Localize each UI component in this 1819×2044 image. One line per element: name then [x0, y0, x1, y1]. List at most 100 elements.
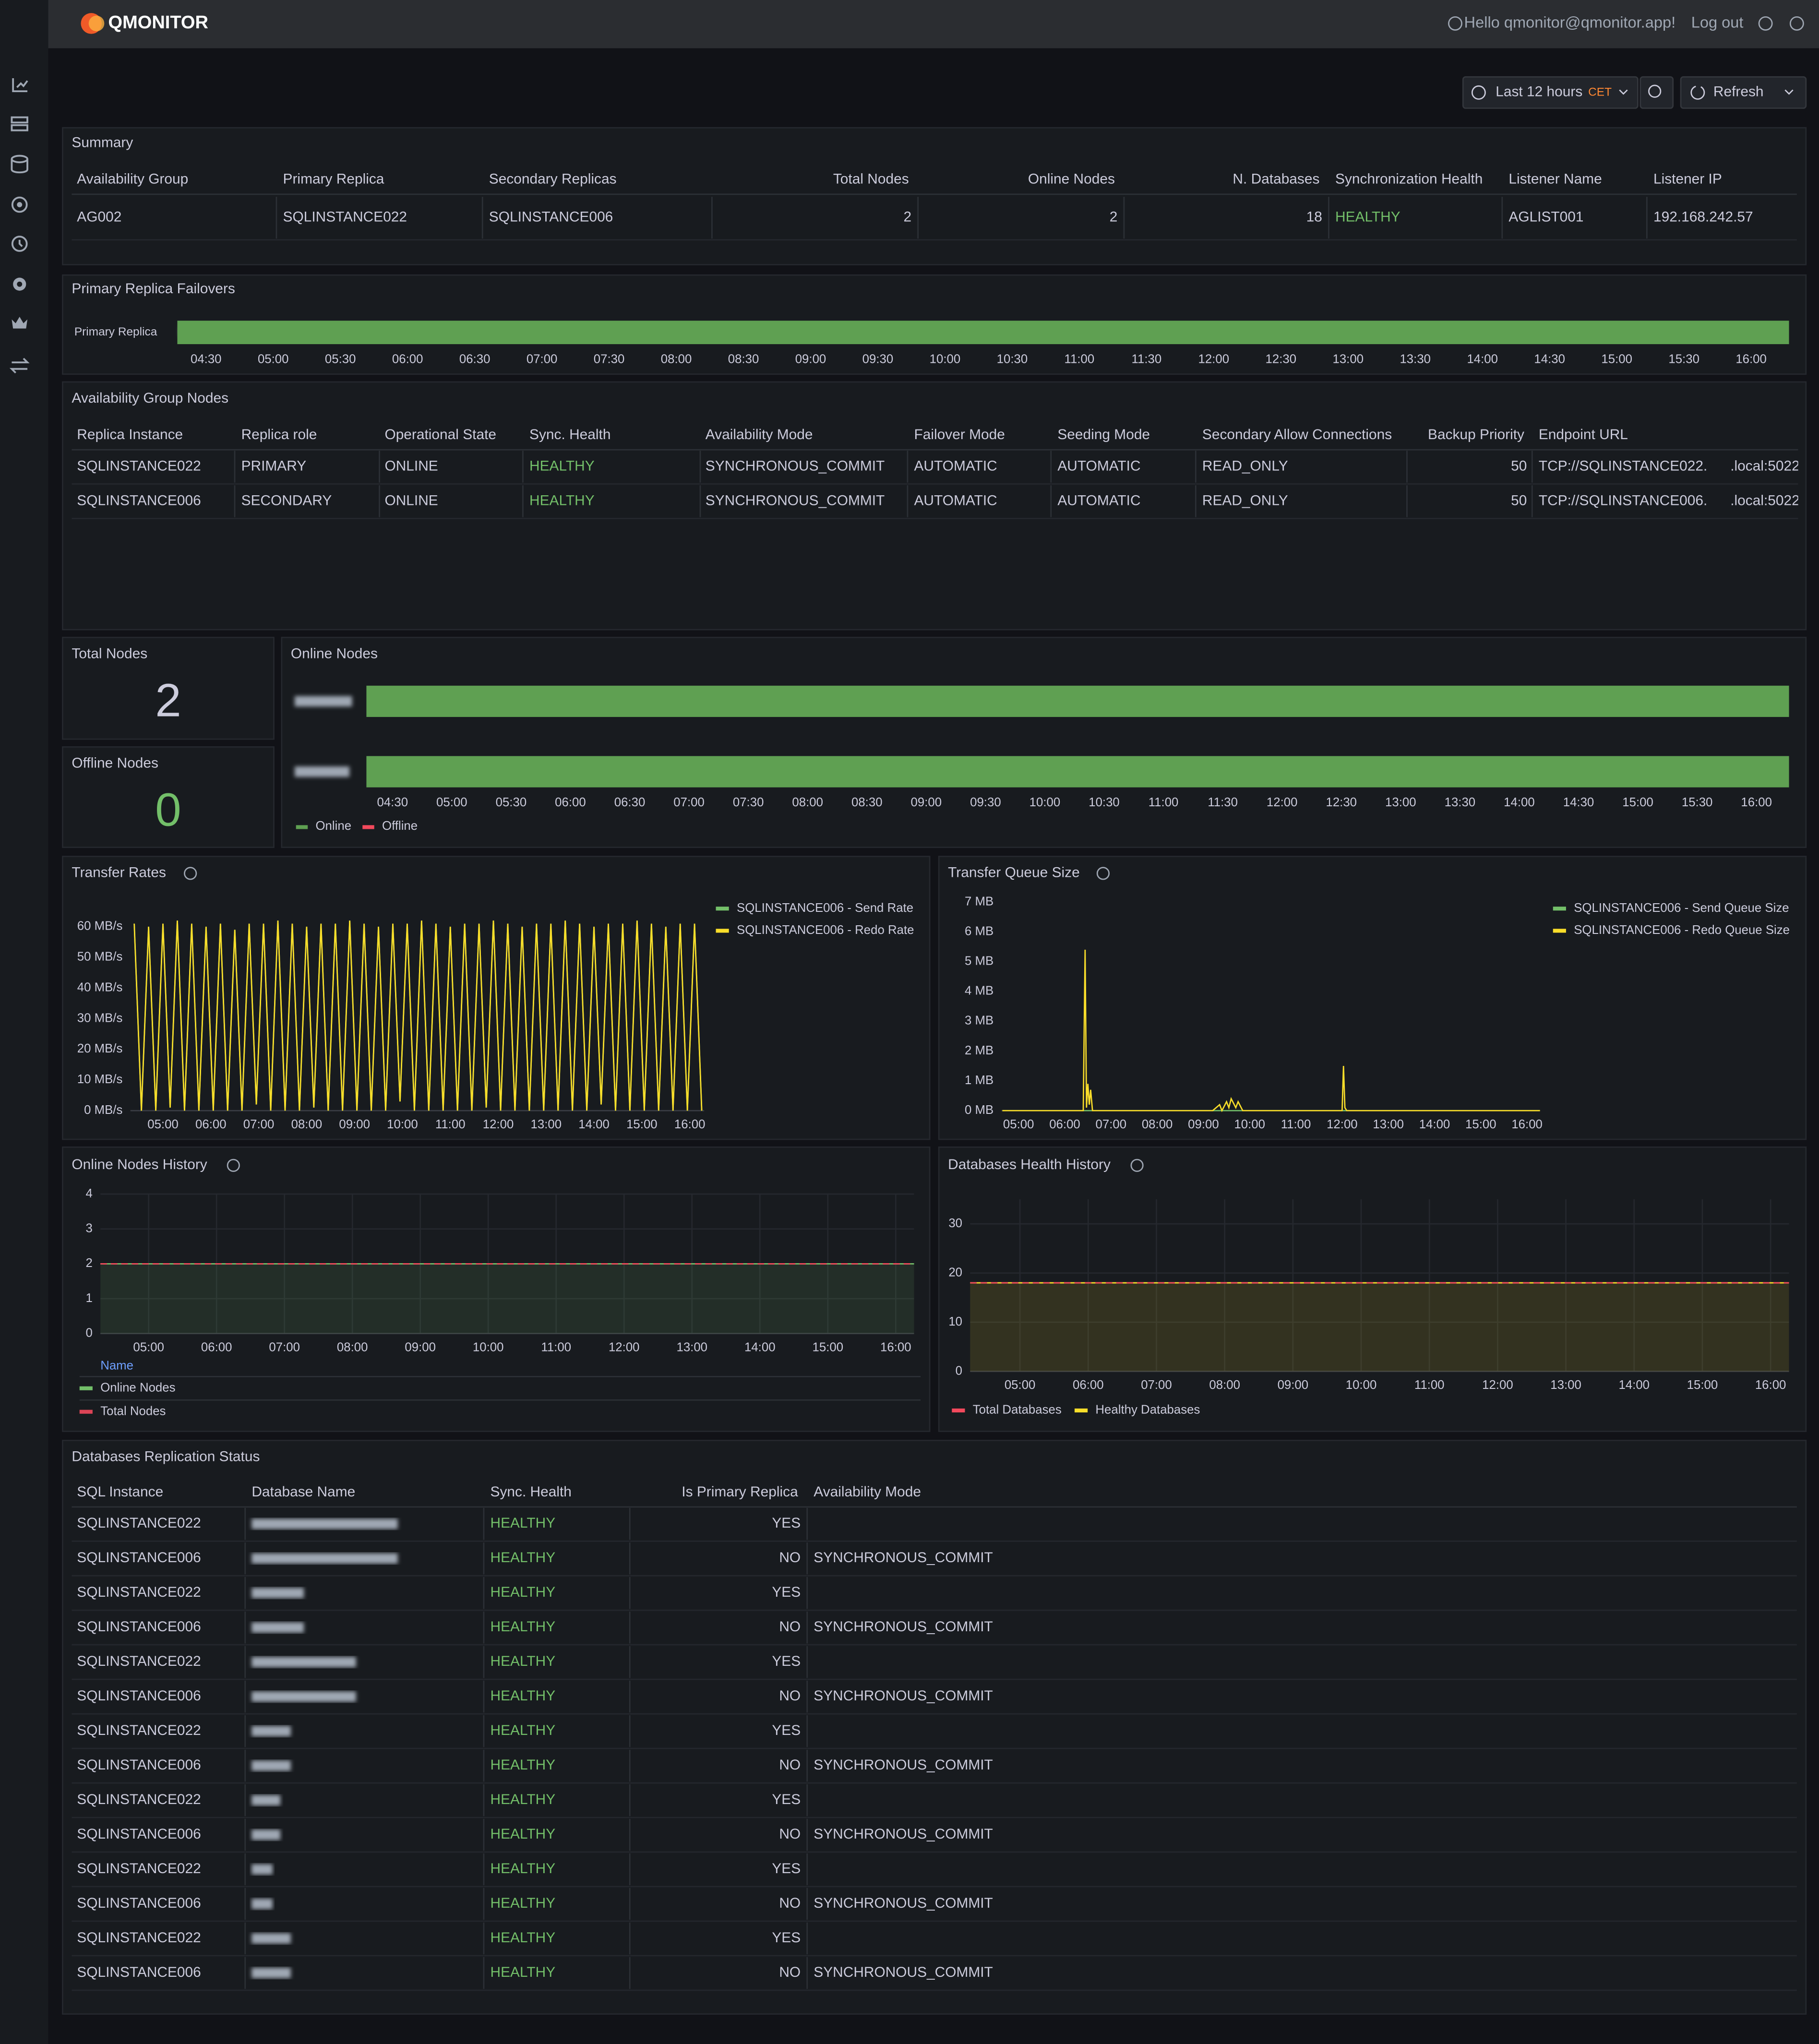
- x-tick-label: 15:00: [813, 1340, 844, 1354]
- x-tick-label: 14:00: [1618, 1378, 1650, 1392]
- cell: SQLINSTANCE022: [77, 458, 201, 474]
- y-tick-label: 6 MB: [965, 925, 993, 938]
- column-header: Availability Mode: [706, 427, 813, 442]
- cell: AUTOMATIC: [914, 458, 997, 474]
- x-tick-label: 06:00: [392, 352, 423, 366]
- legend-label: SQLINSTANCE006 - Send Queue Size: [1574, 901, 1789, 915]
- column-header: Replica Instance: [77, 427, 183, 442]
- column-header: Secondary Allow Connections: [1202, 427, 1392, 442]
- cell: .local:5022: [1730, 458, 1800, 474]
- x-tick-label: 07:00: [1096, 1118, 1127, 1131]
- cell: SYNCHRONOUS_COMMIT: [814, 1964, 993, 1980]
- legend-swatch: [362, 825, 374, 829]
- y-tick-label: 3: [86, 1222, 93, 1235]
- cell: HEALTHY: [491, 1722, 556, 1738]
- cell: ONLINE: [384, 458, 438, 474]
- x-tick-label: 13:30: [1400, 352, 1431, 366]
- panel-title: Primary Replica Failovers: [72, 281, 235, 297]
- cell: YES: [772, 1792, 801, 1807]
- cell: PRIMARY: [241, 458, 307, 474]
- x-tick-label: 05:00: [436, 796, 467, 809]
- legend-label: Total Databases: [973, 1403, 1062, 1417]
- cell: SYNCHRONOUS_COMMIT: [814, 1619, 993, 1635]
- x-tick-label: 11:00: [1414, 1378, 1445, 1392]
- column-header: Primary Replica: [283, 171, 384, 187]
- cell: TCP://SQLINSTANCE006.: [1539, 492, 1707, 508]
- column-header: Total Nodes: [833, 171, 909, 187]
- cell: SQLINSTANCE006: [77, 1757, 201, 1773]
- x-tick-label: 11:00: [1281, 1118, 1311, 1131]
- blurred-text: [251, 1588, 304, 1598]
- cell: AUTOMATIC: [1057, 492, 1140, 508]
- cell: SYNCHRONOUS_COMMIT: [814, 1688, 993, 1704]
- cell: HEALTHY: [1335, 209, 1400, 225]
- panel-title: Transfer Queue Size: [948, 865, 1080, 881]
- x-tick-label: 12:00: [483, 1118, 514, 1131]
- y-tick-label: 1: [86, 1291, 93, 1305]
- y-tick-label: 30: [948, 1217, 962, 1230]
- x-tick-label: 08:30: [728, 352, 759, 366]
- zoom-out-button[interactable]: [1640, 77, 1673, 108]
- x-tick-label: 08:00: [291, 1118, 323, 1131]
- x-tick-label: 07:30: [733, 796, 764, 809]
- cell: NO: [779, 1619, 801, 1635]
- cell: SQLINSTANCE022: [77, 1722, 201, 1738]
- refresh-label: Refresh: [1713, 84, 1764, 100]
- cell: 192.168.242.57: [1653, 209, 1753, 225]
- area: [970, 1283, 1789, 1371]
- cell: HEALTHY: [491, 1930, 556, 1946]
- x-tick-label: 06:30: [614, 796, 646, 809]
- y-tick-label: 2: [86, 1256, 93, 1270]
- cell: AGLIST001: [1508, 209, 1583, 225]
- legend-label: SQLINSTANCE006 - Send Rate: [737, 901, 913, 915]
- legend-swatch: [1075, 1409, 1088, 1412]
- x-tick-label: 05:00: [147, 1118, 179, 1131]
- cell: HEALTHY: [529, 492, 595, 508]
- x-tick-label: 14:00: [1504, 796, 1535, 809]
- panel-title: Availability Group Nodes: [72, 390, 228, 406]
- legend-label: Online: [315, 819, 351, 833]
- x-tick-label: 08:00: [661, 352, 692, 366]
- cell: HEALTHY: [491, 1653, 556, 1669]
- blurred-text: [251, 1691, 356, 1702]
- x-tick-label: 09:30: [862, 352, 894, 366]
- cell: NO: [779, 1688, 801, 1704]
- nav-icon[interactable]: [17, 282, 22, 287]
- x-tick-label: 09:00: [795, 352, 826, 366]
- state-bar: [177, 321, 1789, 344]
- blurred-text: [251, 1622, 304, 1633]
- column-header: Synchronization Health: [1335, 171, 1483, 187]
- cell: READ_ONLY: [1202, 458, 1288, 474]
- legend-label: Online Nodes: [100, 1381, 175, 1395]
- x-tick-label: 16:00: [674, 1118, 706, 1131]
- cell: SYNCHRONOUS_COMMIT: [706, 458, 885, 474]
- x-tick-label: 11:30: [1208, 796, 1238, 809]
- x-tick-label: 15:30: [1682, 796, 1713, 809]
- cell: SQLINSTANCE006: [77, 1550, 201, 1566]
- cell: NO: [779, 1826, 801, 1842]
- cell: SQLINSTANCE022: [77, 1861, 201, 1877]
- cell: SQLINSTANCE006: [489, 209, 613, 225]
- state-bar: [366, 756, 1789, 787]
- x-tick-label: 07:00: [269, 1340, 300, 1354]
- legend-label: Total Nodes: [100, 1404, 166, 1418]
- column-header: Failover Mode: [914, 427, 1005, 442]
- cell: SQLINSTANCE006: [77, 1895, 201, 1911]
- cell: HEALTHY: [491, 1757, 556, 1773]
- logout-link[interactable]: Log out: [1691, 13, 1744, 31]
- x-tick-label: 10:00: [1234, 1118, 1265, 1131]
- column-header: Availability Group: [77, 171, 188, 187]
- column-header: Endpoint URL: [1539, 427, 1628, 442]
- blurred-text: [251, 1726, 291, 1736]
- cell: SYNCHRONOUS_COMMIT: [814, 1757, 993, 1773]
- x-tick-label: 09:30: [970, 796, 1001, 809]
- nav-icon[interactable]: [17, 202, 22, 207]
- x-tick-label: 15:00: [1622, 796, 1653, 809]
- cell: SQLINSTANCE006: [77, 1826, 201, 1842]
- area: [100, 1264, 914, 1333]
- x-tick-label: 12:00: [1267, 796, 1298, 809]
- panel-title: Databases Replication Status: [72, 1449, 260, 1465]
- y-tick-label: 0: [86, 1326, 93, 1339]
